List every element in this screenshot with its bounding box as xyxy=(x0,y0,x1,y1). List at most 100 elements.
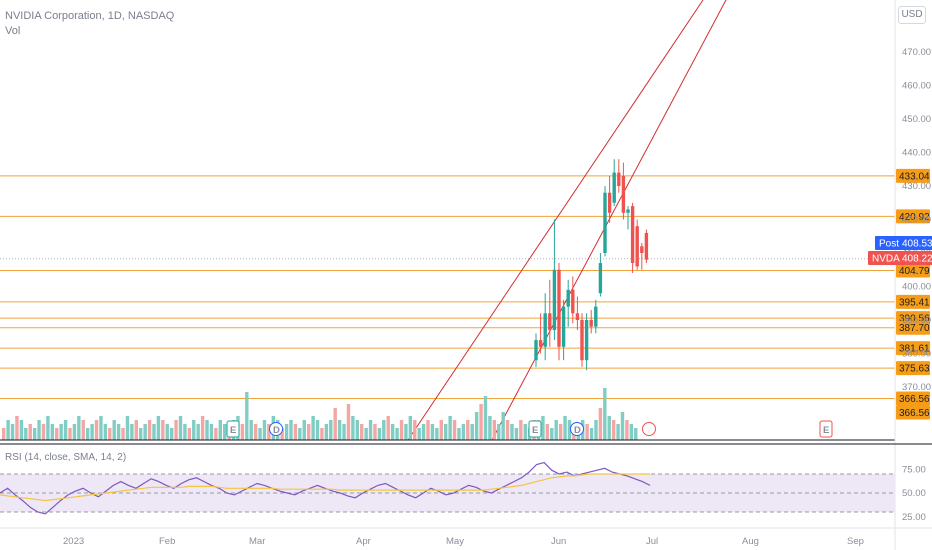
event-label: D xyxy=(273,425,280,436)
volume-bars xyxy=(0,388,895,441)
level-tag xyxy=(896,405,930,420)
time-tick-label: Apr xyxy=(356,536,371,547)
volume-bar xyxy=(373,424,377,440)
volume-bar xyxy=(558,424,563,440)
volume-bar xyxy=(240,424,245,440)
volume-bar xyxy=(611,420,616,440)
candle-body xyxy=(548,313,552,331)
volume-bar xyxy=(174,420,178,440)
level-value: 387.70 xyxy=(899,323,930,334)
volume-bar xyxy=(284,424,289,440)
level-value: 404.79 xyxy=(899,266,930,277)
volume-bar xyxy=(616,424,620,440)
volume-bar xyxy=(598,408,603,440)
volume-bar xyxy=(10,424,15,440)
price-tag xyxy=(868,251,932,265)
candle-body xyxy=(584,320,589,361)
volume-bar xyxy=(200,416,205,440)
dividend-marker xyxy=(570,422,584,436)
volume-bar xyxy=(63,420,68,440)
volume-bar xyxy=(634,428,638,440)
volume-bar xyxy=(324,424,329,440)
volume-bar xyxy=(19,420,24,440)
candle-body xyxy=(617,172,621,186)
earnings-marker xyxy=(528,420,542,438)
volume-bar xyxy=(589,428,594,440)
currency-button[interactable]: USD xyxy=(898,6,926,24)
volume-bar xyxy=(382,420,386,440)
volume-bar xyxy=(435,428,439,440)
level-value: 390.56 xyxy=(899,314,930,325)
volume-bar xyxy=(479,404,483,440)
price-tick-label: 390.00 xyxy=(902,315,931,326)
volume-bar xyxy=(550,428,554,440)
candle-body xyxy=(607,192,612,213)
price-tick-label: 460.00 xyxy=(902,81,931,92)
time-axis: 2023 Feb Mar Apr May Jun Jul Aug Sep xyxy=(0,527,932,547)
volume-bar xyxy=(501,412,505,440)
candle-body xyxy=(534,340,538,361)
volume-bar xyxy=(116,424,121,440)
volume-bar xyxy=(430,424,435,440)
volume-bar xyxy=(594,420,598,440)
volume-bar xyxy=(59,424,63,440)
volume-bar xyxy=(603,388,607,440)
level-value: 420.92 xyxy=(899,212,930,223)
candle-body xyxy=(621,175,626,213)
trendlines xyxy=(407,0,727,441)
price-candles xyxy=(534,159,649,371)
volume-bar xyxy=(152,424,156,440)
volume-bar xyxy=(28,424,32,440)
event-label: E xyxy=(230,425,236,436)
volume-bar xyxy=(293,424,298,440)
candle-body xyxy=(603,192,607,253)
split-marker xyxy=(642,422,656,436)
volume-bar xyxy=(329,420,333,440)
candle-body xyxy=(640,246,644,253)
level-tag xyxy=(896,294,930,309)
volume-bar xyxy=(390,424,395,440)
volume-bar xyxy=(37,420,41,440)
candle-body xyxy=(594,306,598,327)
volume-bar xyxy=(457,428,461,440)
time-tick-label: Feb xyxy=(159,536,175,547)
volume-bar xyxy=(169,428,174,440)
volume-bar xyxy=(32,428,37,440)
candle-body xyxy=(589,320,593,327)
volume-bar xyxy=(497,424,501,440)
volume-bar xyxy=(46,416,50,440)
price-tick-label: 430.00 xyxy=(902,181,931,192)
time-tick-label: 2023 xyxy=(63,536,84,547)
volume-bar xyxy=(85,428,90,440)
price-tick-label: 380.00 xyxy=(902,349,931,360)
volume-bar xyxy=(24,428,28,440)
level-value: 381.61 xyxy=(899,344,930,355)
volume-bar xyxy=(99,416,103,440)
rsi-label: RSI (14, close, SMA, 14, 2) xyxy=(5,452,127,463)
volume-bar xyxy=(444,424,448,440)
candle-body xyxy=(635,226,639,267)
volume-bar xyxy=(50,424,55,440)
volume-bar xyxy=(519,420,523,440)
volume-bar xyxy=(209,424,214,440)
level-value: 433.04 xyxy=(899,171,930,182)
volume-bar xyxy=(364,428,368,440)
candle-body xyxy=(571,289,575,314)
volume-bar xyxy=(461,424,466,440)
price-tag-label: NVDA xyxy=(872,254,900,265)
volume-bar xyxy=(253,424,258,440)
volume-bar xyxy=(94,420,99,440)
time-tick-label: Mar xyxy=(249,536,265,547)
volume-bar xyxy=(452,420,457,440)
volume-bar xyxy=(607,416,611,440)
price-tick-label: 420.00 xyxy=(902,215,931,226)
rsi-pane: 25.00 50.00 75.00 xyxy=(0,443,932,523)
candle-body xyxy=(612,172,616,203)
volume-bar xyxy=(439,420,443,440)
volume-bar xyxy=(121,428,125,440)
volume-bar xyxy=(488,416,492,440)
volume-bar xyxy=(187,428,192,440)
volume-bar xyxy=(183,424,187,440)
